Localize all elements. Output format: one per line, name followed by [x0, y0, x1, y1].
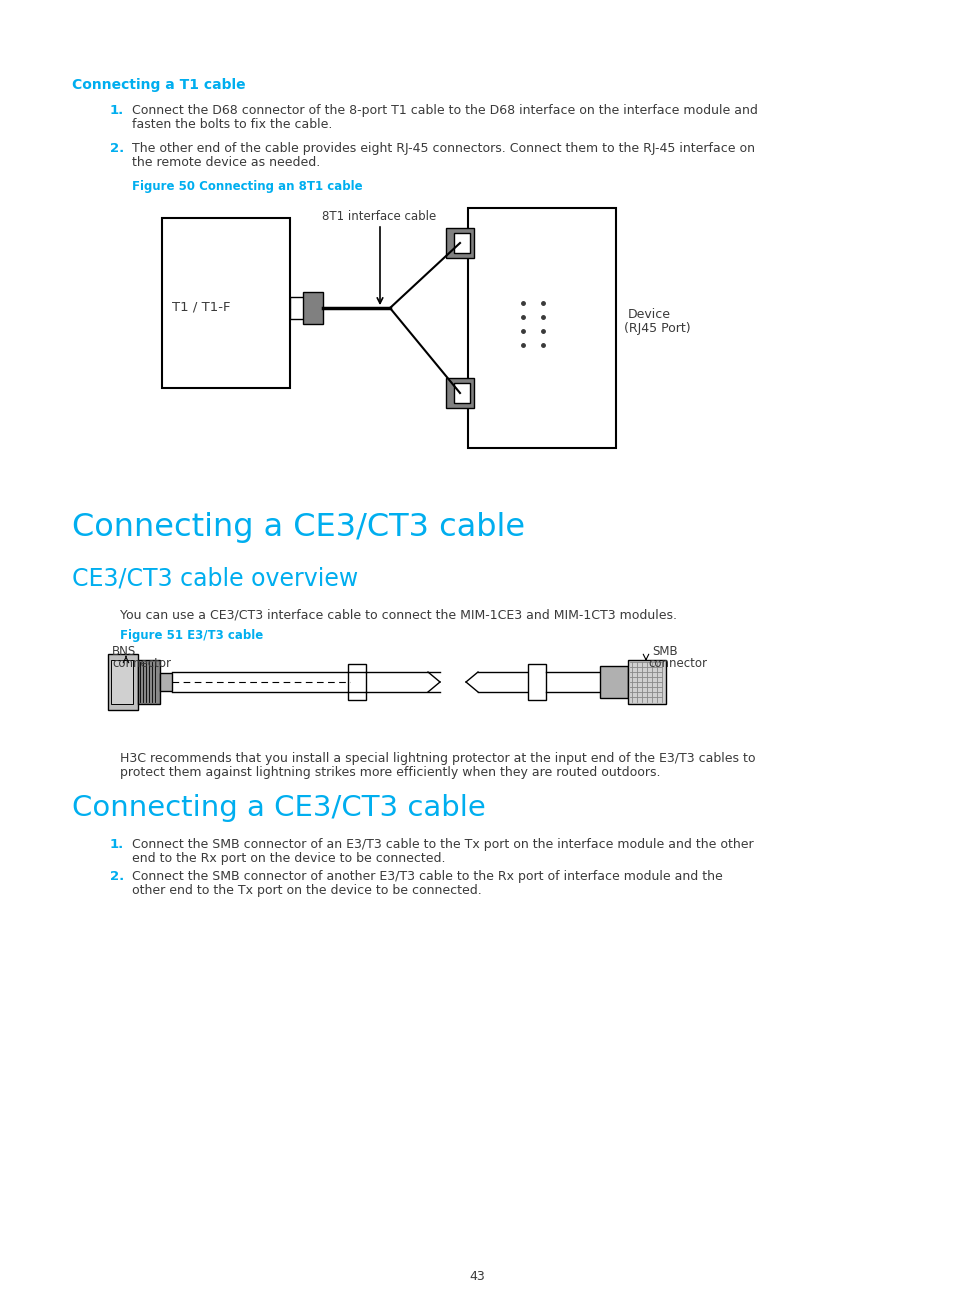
Text: 43: 43 — [469, 1270, 484, 1283]
Text: Connecting a CE3/CT3 cable: Connecting a CE3/CT3 cable — [71, 794, 485, 822]
Bar — [446, 378, 474, 408]
Text: CE3/CT3 cable overview: CE3/CT3 cable overview — [71, 568, 358, 591]
Text: other end to the Tx port on the device to be connected.: other end to the Tx port on the device t… — [132, 884, 481, 897]
Text: BNS: BNS — [112, 645, 136, 658]
Text: 2.: 2. — [110, 870, 124, 883]
Bar — [527, 664, 545, 700]
Text: fasten the bolts to fix the cable.: fasten the bolts to fix the cable. — [132, 118, 332, 131]
Text: T1 / T1-F: T1 / T1-F — [172, 299, 231, 314]
Text: 1.: 1. — [110, 839, 124, 851]
Text: 1.: 1. — [110, 104, 124, 117]
Bar — [162, 218, 290, 388]
Bar — [138, 660, 160, 704]
Text: 8T1 interface cable: 8T1 interface cable — [322, 210, 436, 223]
Text: Connecting a T1 cable: Connecting a T1 cable — [71, 78, 245, 92]
Text: 2.: 2. — [110, 143, 124, 156]
Bar — [627, 660, 665, 704]
Text: protect them against lightning strikes more efficiently when they are routed out: protect them against lightning strikes m… — [120, 766, 659, 779]
Bar — [454, 233, 470, 253]
Text: Figure 51 E3/T3 cable: Figure 51 E3/T3 cable — [120, 629, 263, 642]
Text: Connecting a CE3/CT3 cable: Connecting a CE3/CT3 cable — [71, 512, 524, 543]
Text: H3C recommends that you install a special lightning protector at the input end o: H3C recommends that you install a specia… — [120, 752, 755, 765]
Text: Device: Device — [627, 308, 670, 321]
Text: connector: connector — [112, 657, 171, 670]
Bar — [303, 292, 323, 324]
Text: end to the Rx port on the device to be connected.: end to the Rx port on the device to be c… — [132, 851, 445, 864]
Text: You can use a CE3/CT3 interface cable to connect the MIM-1CE3 and MIM-1CT3 modul: You can use a CE3/CT3 interface cable to… — [120, 609, 677, 622]
Bar — [599, 666, 627, 699]
Bar — [108, 654, 138, 710]
Text: Connect the D68 connector of the 8-port T1 cable to the D68 interface on the int: Connect the D68 connector of the 8-port … — [132, 104, 757, 117]
Text: the remote device as needed.: the remote device as needed. — [132, 156, 320, 168]
Text: Figure 50 Connecting an 8T1 cable: Figure 50 Connecting an 8T1 cable — [132, 180, 362, 193]
Ellipse shape — [115, 667, 129, 696]
Text: SMB: SMB — [651, 645, 677, 658]
Bar — [454, 384, 470, 403]
Bar — [111, 660, 132, 704]
Bar — [468, 207, 616, 448]
Text: Connect the SMB connector of another E3/T3 cable to the Rx port of interface mod: Connect the SMB connector of another E3/… — [132, 870, 722, 883]
Text: Connect the SMB connector of an E3/T3 cable to the Tx port on the interface modu: Connect the SMB connector of an E3/T3 ca… — [132, 839, 753, 851]
Bar — [160, 673, 172, 691]
Bar — [348, 664, 366, 700]
Text: The other end of the cable provides eight RJ-45 connectors. Connect them to the : The other end of the cable provides eigh… — [132, 143, 754, 156]
Bar — [290, 297, 304, 319]
Text: (RJ45 Port): (RJ45 Port) — [623, 321, 690, 334]
Bar — [446, 228, 474, 258]
Text: connector: connector — [647, 657, 706, 670]
